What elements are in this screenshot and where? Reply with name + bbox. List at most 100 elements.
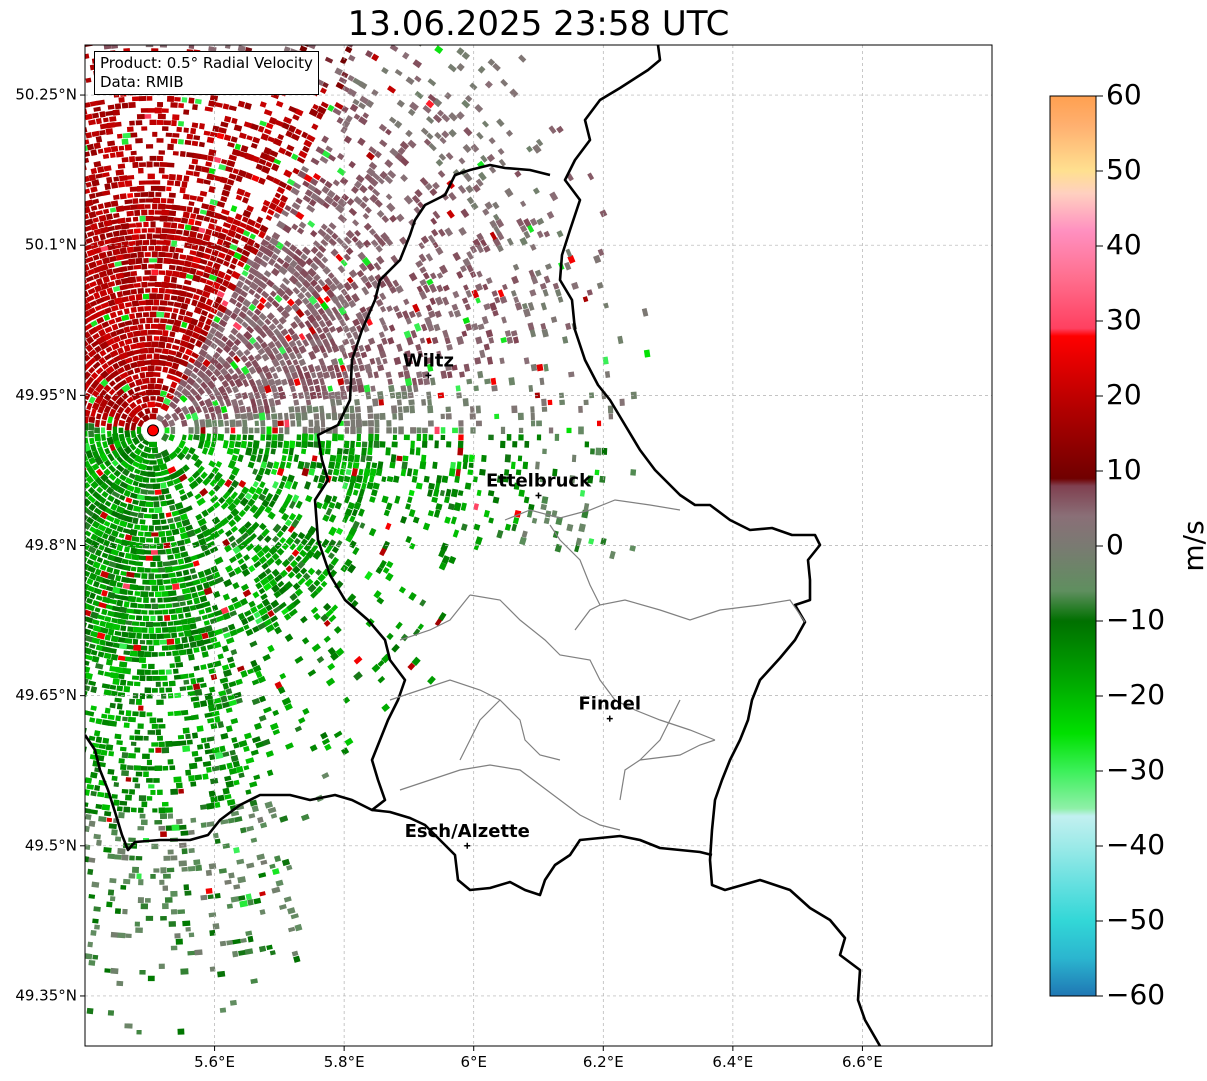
radar-gate [135,156,143,162]
radar-gate [196,639,205,647]
radar-gate [116,599,124,607]
radar-gate [326,364,335,372]
radar-gate [200,645,207,652]
radar-gate [295,308,305,318]
radar-gate [275,100,284,108]
radar-gate [247,498,256,507]
radar-gate [295,211,305,221]
radar-gate [124,320,133,326]
radar-gate [289,592,298,602]
radar-gate [148,264,155,269]
radar-gate [296,227,305,235]
radar-gate [435,474,442,484]
radar-gate [222,490,231,500]
radar-gate [230,136,238,143]
radar-gate [287,474,295,483]
radar-gate [193,359,203,369]
radar-gate [136,276,142,282]
radar-gate [344,293,353,302]
radar-gate [300,253,308,261]
radar-gate [118,551,125,558]
radar-gate [147,282,156,287]
radar-gate [224,879,232,885]
radar-gate [283,255,293,264]
radar-gate [527,302,535,311]
radar-gate [353,180,362,189]
radar-gate [107,494,115,503]
radar-gate [328,325,337,333]
radar-gate [315,585,324,594]
radar-site-marker [142,419,165,442]
radar-gate [90,649,98,656]
radar-gate [89,717,96,723]
radar-gate [146,538,153,543]
lon-tick-label: 6.6°E [842,1053,883,1071]
radar-gate [450,488,459,498]
radar-gate [182,920,191,927]
radar-gate [99,129,106,136]
radar-gate [120,460,130,469]
radar-gate [225,688,233,695]
colorbar-tick-label: −20 [1106,678,1165,711]
radar-gate [178,412,186,421]
radar-gate [225,235,232,242]
radar-gate [191,398,200,408]
radar-gate [120,260,130,266]
radar-gate [206,173,215,181]
radar-gate [411,377,418,386]
radar-gate [354,398,360,406]
radar-gate [222,701,231,709]
product-info-box: Product: 0.5° Radial Velocity Data: RMIB [94,51,319,95]
radar-gate [102,441,109,449]
radar-gate [231,344,239,353]
radar-gate [215,703,223,710]
radar-gate [260,392,267,400]
radar-gate [526,224,535,233]
radar-gate [182,569,190,576]
radar-gate [115,396,125,406]
radar-gate [346,198,355,206]
radar-gate [135,257,143,265]
radar-gate [264,552,272,559]
radar-gate [373,440,380,448]
radar-gate [130,288,138,295]
radar-gate [172,602,180,608]
radar-gate [203,284,213,293]
radar-gate [184,348,193,356]
radar-gate [171,120,177,127]
radar-gate [277,580,285,588]
radar-gate [315,337,324,348]
radar-gate [72,762,80,769]
radar-gate [147,471,156,478]
radar-gate [312,378,320,386]
belgium-luxembourg-border [85,163,551,852]
radar-gate [352,219,360,227]
radar-gate [174,370,183,378]
radar-gate [319,156,329,164]
radar-gate [127,716,136,723]
radar-gate [233,514,242,523]
radar-gate [260,420,266,427]
radar-gate [159,463,168,471]
radar-gate [275,365,283,373]
radar-gate [543,363,549,372]
radar-gate [141,228,147,233]
radar-gate [348,207,358,217]
radar-gate [194,616,202,622]
radar-gate [175,36,183,42]
radar-gate [94,433,101,442]
radar-gate [193,647,200,653]
radar-gate [234,233,242,240]
radar-gate [176,126,182,133]
radar-gate [221,335,229,343]
radar-gate [189,586,197,593]
radar-gate [374,150,382,159]
radar-gate [85,443,91,453]
radar-gate [148,191,155,198]
radar-gate [179,526,186,534]
radar-gate [358,102,366,110]
radar-gate [462,316,471,325]
radar-gate [148,573,155,580]
radar-gate [77,825,83,831]
radar-gate [208,185,216,194]
